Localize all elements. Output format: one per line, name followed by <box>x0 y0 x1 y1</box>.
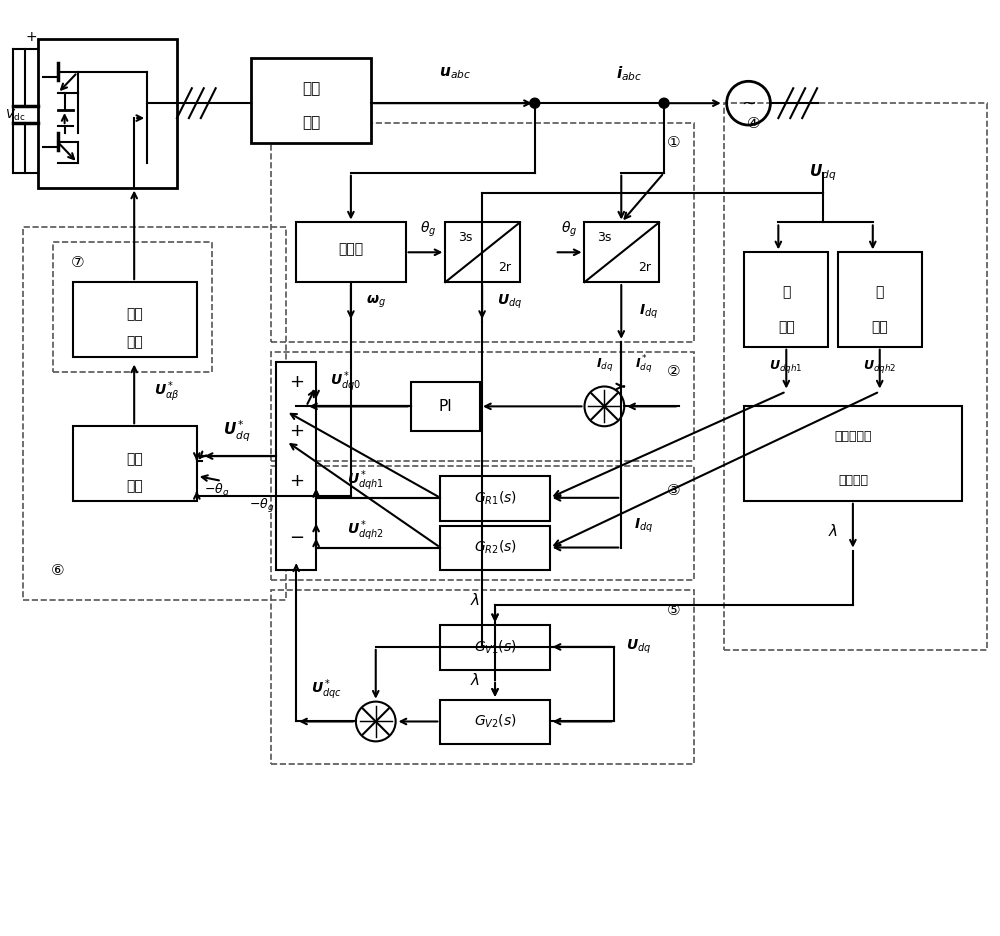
Bar <box>271 466 694 580</box>
Text: $\boldsymbol{I}_{dq}^*$: $\boldsymbol{I}_{dq}^*$ <box>635 354 653 375</box>
Text: PI: PI <box>438 399 452 414</box>
Bar <box>276 361 316 570</box>
Bar <box>445 223 520 282</box>
Text: $-\theta_g$: $-\theta_g$ <box>249 497 274 515</box>
Text: 滤波: 滤波 <box>302 80 320 95</box>
Bar <box>440 475 550 520</box>
Text: 坐标: 坐标 <box>126 452 143 466</box>
Text: 谐: 谐 <box>876 285 884 299</box>
Text: +: + <box>289 373 304 390</box>
Text: $\lambda$: $\lambda$ <box>470 592 480 608</box>
Text: 3s: 3s <box>597 231 612 244</box>
Text: 调制: 调制 <box>126 335 143 349</box>
Text: $-$: $-$ <box>289 527 304 545</box>
Bar <box>73 282 197 357</box>
Text: $G_{R2}(s)$: $G_{R2}(s)$ <box>474 539 516 556</box>
Bar <box>271 352 694 461</box>
Bar <box>584 223 659 282</box>
Text: 电网等值阻: 电网等值阻 <box>834 430 872 443</box>
Bar <box>724 103 987 650</box>
Text: $\boldsymbol{\omega}_g$: $\boldsymbol{\omega}_g$ <box>366 294 386 310</box>
Text: ③: ③ <box>667 483 681 498</box>
Text: 变换: 变换 <box>126 479 143 493</box>
Text: $\boldsymbol{U}_{\alpha\beta}^*$: $\boldsymbol{U}_{\alpha\beta}^*$ <box>154 379 180 403</box>
Text: $\boldsymbol{I}_{dq}$: $\boldsymbol{I}_{dq}$ <box>634 517 654 534</box>
Text: $\boldsymbol{u}_{abc}$: $\boldsymbol{u}_{abc}$ <box>439 66 471 81</box>
Text: 2r: 2r <box>638 261 651 273</box>
Text: $\boldsymbol{U}_{dqc}^*$: $\boldsymbol{U}_{dqc}^*$ <box>311 678 342 702</box>
Text: $V_{\rm dc}$: $V_{\rm dc}$ <box>5 108 25 123</box>
Bar <box>296 223 406 282</box>
Text: $\boldsymbol{U}_{dq}$: $\boldsymbol{U}_{dq}$ <box>626 637 652 656</box>
Bar <box>411 382 480 431</box>
Text: $\boldsymbol{I}_{dq}$: $\boldsymbol{I}_{dq}$ <box>639 302 659 321</box>
Text: $\boldsymbol{i}_{abc}$: $\boldsymbol{i}_{abc}$ <box>616 64 642 82</box>
Text: $\theta_g$: $\theta_g$ <box>561 220 578 239</box>
Text: $\lambda$: $\lambda$ <box>470 672 480 688</box>
Text: $\lambda$: $\lambda$ <box>828 522 838 538</box>
Text: $\boldsymbol{I}_{dq}$: $\boldsymbol{I}_{dq}$ <box>596 356 613 373</box>
Text: 谐: 谐 <box>782 285 790 299</box>
Circle shape <box>659 98 669 109</box>
Text: $\boldsymbol{U}_{dq}$: $\boldsymbol{U}_{dq}$ <box>809 163 837 183</box>
Text: $\boldsymbol{U}_{dq0}^*$: $\boldsymbol{U}_{dq0}^*$ <box>330 370 362 394</box>
Text: ~: ~ <box>741 95 756 112</box>
Text: 振器: 振器 <box>871 320 888 334</box>
Bar <box>23 227 286 600</box>
Text: $\boldsymbol{U}_{dqh1}$: $\boldsymbol{U}_{dqh1}$ <box>769 358 803 375</box>
Bar <box>53 242 212 372</box>
Text: 脉宽: 脉宽 <box>126 307 143 321</box>
Text: 锁相环: 锁相环 <box>338 242 363 256</box>
Text: 2r: 2r <box>498 261 511 273</box>
Text: $+$: $+$ <box>25 30 37 44</box>
Text: $G_{V1}(s)$: $G_{V1}(s)$ <box>474 638 516 655</box>
Text: ②: ② <box>667 364 681 379</box>
Text: ⑦: ⑦ <box>71 255 84 270</box>
Bar <box>440 526 550 570</box>
Text: ⑥: ⑥ <box>51 563 64 578</box>
Bar <box>440 699 550 744</box>
Text: 感比计算: 感比计算 <box>838 475 868 488</box>
Bar <box>440 625 550 670</box>
Text: $\boldsymbol{U}_{dq}$: $\boldsymbol{U}_{dq}$ <box>497 293 523 311</box>
Bar <box>838 253 922 346</box>
Text: $\boldsymbol{U}_{dq}^*$: $\boldsymbol{U}_{dq}^*$ <box>223 418 250 444</box>
Text: 装置: 装置 <box>302 115 320 130</box>
Circle shape <box>530 98 540 109</box>
Text: ①: ① <box>667 136 681 151</box>
Text: ④: ④ <box>747 115 760 130</box>
Text: $\boldsymbol{U}_{dqh2}$: $\boldsymbol{U}_{dqh2}$ <box>863 358 897 375</box>
Text: $-\theta_g$: $-\theta_g$ <box>204 482 229 500</box>
Bar <box>73 426 197 501</box>
Bar <box>744 406 962 501</box>
Text: $\boldsymbol{U}_{dqh2}^*$: $\boldsymbol{U}_{dqh2}^*$ <box>347 519 384 543</box>
Text: $\theta_g$: $\theta_g$ <box>420 220 437 239</box>
Bar <box>744 253 828 346</box>
Text: $\boldsymbol{U}_{dqh1}^*$: $\boldsymbol{U}_{dqh1}^*$ <box>347 469 384 493</box>
Text: 3s: 3s <box>458 231 472 244</box>
Bar <box>271 123 694 342</box>
Text: $G_{V2}(s)$: $G_{V2}(s)$ <box>474 713 516 730</box>
Text: 振器: 振器 <box>778 320 795 334</box>
Bar <box>271 591 694 764</box>
Bar <box>251 58 371 143</box>
Text: $G_{R1}(s)$: $G_{R1}(s)$ <box>474 490 516 506</box>
Text: +: + <box>289 472 304 490</box>
Bar <box>38 38 177 188</box>
Text: +: + <box>289 422 304 440</box>
Text: ⑤: ⑤ <box>667 603 681 618</box>
